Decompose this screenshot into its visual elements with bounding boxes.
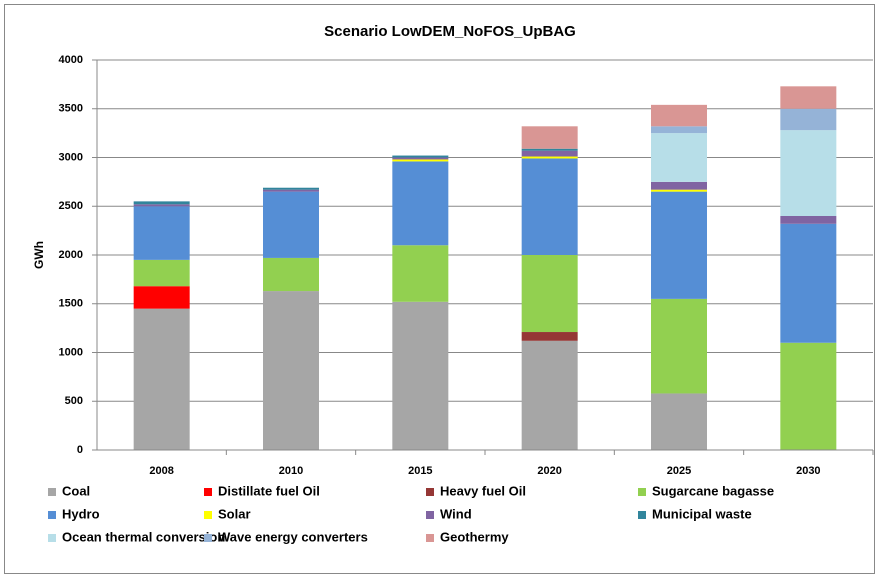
- bar-segment: [521, 332, 578, 341]
- bar-segment: [263, 189, 319, 192]
- bar-segment: [133, 204, 190, 207]
- bar-segment: [263, 257, 319, 292]
- x-tick-label: 2008: [149, 465, 173, 477]
- bar-segment: [521, 156, 578, 159]
- bar-segment: [392, 245, 449, 302]
- bar-segment: [133, 308, 190, 450]
- legend-label: Distillate fuel Oil: [218, 483, 320, 498]
- bar-segment: [263, 291, 319, 450]
- bar-segment: [133, 201, 190, 205]
- bar-segment: [651, 191, 707, 299]
- bar-segment: [521, 150, 578, 157]
- bar-segment: [651, 126, 707, 134]
- legend-swatch: [204, 488, 212, 496]
- bar-segment: [651, 393, 707, 450]
- legend-swatch: [638, 488, 646, 496]
- bar-segment: [392, 159, 449, 162]
- bar-segment: [392, 155, 449, 158]
- legend-swatch: [638, 511, 646, 519]
- bar-segment: [780, 342, 837, 450]
- bar-segment: [651, 298, 707, 394]
- legend-label: Ocean thermal conversion: [62, 529, 225, 544]
- legend-label: Hydro: [62, 506, 100, 521]
- bar-segment: [651, 181, 707, 190]
- legend-label: Wind: [440, 506, 472, 521]
- bar-segment: [780, 108, 837, 131]
- y-tick-label: 1000: [59, 346, 83, 358]
- bar-segment: [521, 148, 578, 151]
- bar-segment: [133, 286, 190, 309]
- bar-segment: [780, 130, 837, 216]
- bar-segment: [780, 223, 837, 343]
- y-tick-label: 1500: [59, 298, 83, 310]
- legend-label: Solar: [218, 506, 251, 521]
- bar-segment: [392, 161, 449, 246]
- bar-segment: [780, 216, 837, 224]
- bar-segment: [133, 206, 190, 260]
- y-axis-label: GWh: [32, 241, 46, 269]
- legend-label: Municipal waste: [652, 506, 752, 521]
- y-tick-label: 4000: [59, 54, 83, 66]
- legend-swatch: [48, 534, 56, 542]
- legend-swatch: [426, 488, 434, 496]
- bar-segment: [651, 104, 707, 127]
- y-tick-label: 2500: [59, 200, 83, 212]
- bar-segment: [521, 126, 578, 149]
- y-tick-label: 0: [77, 444, 83, 456]
- bar-segment: [521, 255, 578, 333]
- bar-segment: [263, 187, 319, 190]
- x-tick-label: 2030: [796, 465, 820, 477]
- y-tick-label: 500: [65, 395, 83, 407]
- legend-swatch: [48, 488, 56, 496]
- legend-label: Coal: [62, 483, 90, 498]
- legend-swatch: [426, 511, 434, 519]
- legend-label: Wave energy converters: [218, 529, 368, 544]
- y-tick-label: 3500: [59, 103, 83, 115]
- x-tick-label: 2020: [537, 465, 561, 477]
- y-tick-label: 3000: [59, 151, 83, 163]
- bar-segment: [392, 301, 449, 450]
- bar-segment: [521, 340, 578, 450]
- legend-swatch: [426, 534, 434, 542]
- legend-label: Sugarcane bagasse: [652, 483, 774, 498]
- bar-segment: [651, 189, 707, 192]
- legend-swatch: [204, 511, 212, 519]
- x-tick-label: 2015: [408, 465, 432, 477]
- chart-title: Scenario LowDEM_NoFOS_UpBAG: [324, 23, 576, 40]
- bar-segment: [133, 259, 190, 287]
- legend-swatch: [48, 511, 56, 519]
- x-tick-label: 2025: [667, 465, 691, 477]
- bar-segment: [651, 133, 707, 182]
- y-tick-label: 2000: [59, 249, 83, 261]
- x-tick-label: 2010: [279, 465, 303, 477]
- bar-segment: [521, 158, 578, 255]
- bar-segment: [263, 191, 319, 258]
- bar-segment: [780, 86, 837, 109]
- bar-segment: [392, 157, 449, 160]
- legend-swatch: [204, 534, 212, 542]
- legend-label: Geothermy: [440, 529, 509, 544]
- legend-label: Heavy fuel Oil: [440, 483, 526, 498]
